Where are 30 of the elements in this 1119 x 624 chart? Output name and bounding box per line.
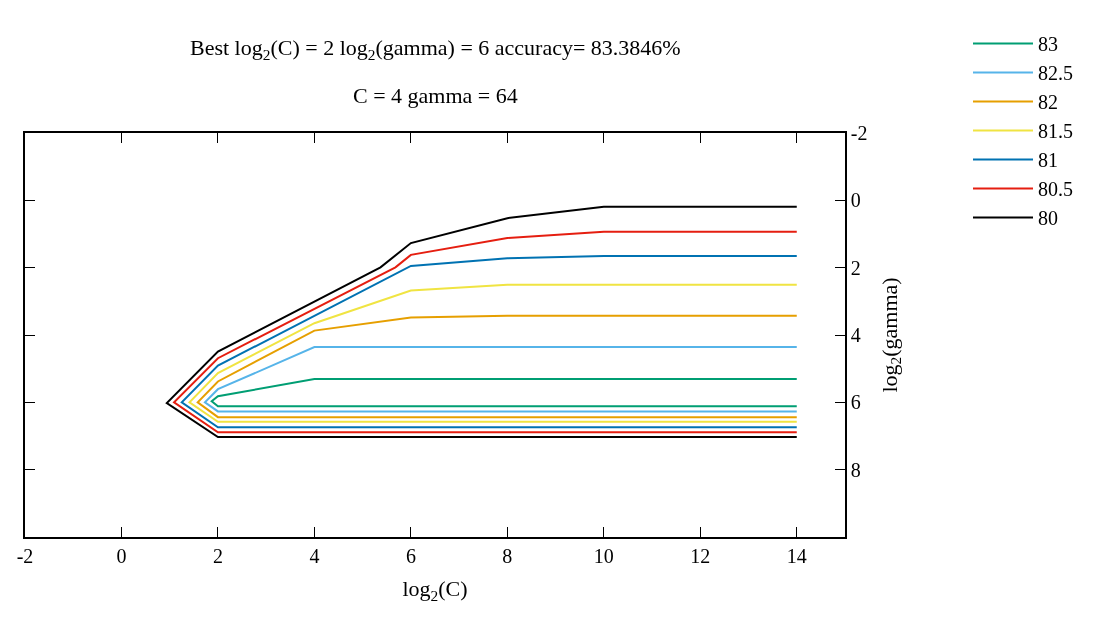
- x-tick-label: 10: [593, 544, 614, 567]
- chart-title: Best log$_{2}$(C) = 2 log$_{2}$(gamma) = 6 accuracy= 83.3846%: [190, 35, 681, 63]
- line-series: [196, 314, 798, 419]
- line-series: [180, 254, 798, 429]
- line-series: [188, 283, 798, 423]
- legend-label: 82.5: [1038, 62, 1073, 85]
- x-tick-label: 8: [502, 544, 513, 567]
- x-tick-label: 12: [690, 544, 711, 567]
- y-tick-label: -2: [850, 122, 868, 144]
- y-tick-label: 4: [850, 324, 861, 346]
- x-tick-label: 0: [116, 544, 127, 567]
- y-tick-label: 8: [850, 458, 861, 481]
- line-series: [210, 378, 798, 408]
- x-tick-label: 4: [309, 544, 320, 567]
- chart-subtitle: C = 4 gamma = 64: [353, 83, 518, 108]
- legend-label: 80: [1038, 207, 1058, 230]
- x-tick-label: 14: [786, 544, 807, 567]
- legend-label: 80.5: [1038, 178, 1073, 201]
- y-tick-label: 6: [850, 391, 861, 414]
- legend-label: 81.5: [1038, 120, 1073, 143]
- legend-label: 83: [1038, 33, 1058, 56]
- legend-label: 82: [1038, 91, 1058, 114]
- y-tick-label: 2: [850, 256, 861, 279]
- line-series: [203, 346, 798, 413]
- x-axis-title: log$_{2}$(C): [402, 576, 468, 604]
- x-tick-label: 2: [212, 544, 223, 567]
- legend-label: 81: [1038, 149, 1058, 172]
- y-tick-label: 0: [850, 189, 861, 212]
- x-tick-label: 6: [405, 544, 416, 567]
- x-tick-label: -2: [16, 544, 34, 567]
